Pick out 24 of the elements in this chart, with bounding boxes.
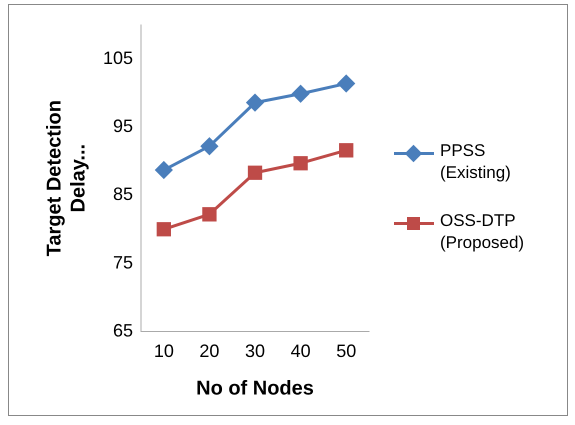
point — [339, 143, 354, 158]
point — [248, 166, 262, 180]
legend-label: OSS-DTP (Proposed) — [440, 210, 526, 254]
y-tick-label: 85 — [113, 184, 134, 204]
x-axis-title: No of Nodes — [196, 378, 314, 400]
y-tick-label: 95 — [113, 116, 134, 136]
point — [292, 85, 310, 102]
x-tick-label: 30 — [245, 341, 266, 362]
point — [246, 94, 264, 112]
y-tick-label: 65 — [113, 320, 134, 340]
point — [155, 162, 172, 179]
y-tick-label: 105 — [102, 48, 134, 68]
point — [202, 207, 217, 222]
point — [200, 138, 218, 155]
point — [293, 156, 308, 170]
point — [156, 222, 171, 236]
x-tick-label: 50 — [336, 341, 356, 362]
x-tick-label: 40 — [290, 341, 311, 362]
y-axis-title: Target Detection Delay... — [44, 100, 90, 256]
legend-label: PPSS (Existing) — [440, 140, 512, 184]
x-tick-label: 10 — [154, 341, 174, 362]
point — [338, 75, 355, 92]
y-tick-label: 75 — [113, 252, 134, 272]
x-tick-label: 20 — [199, 341, 220, 362]
